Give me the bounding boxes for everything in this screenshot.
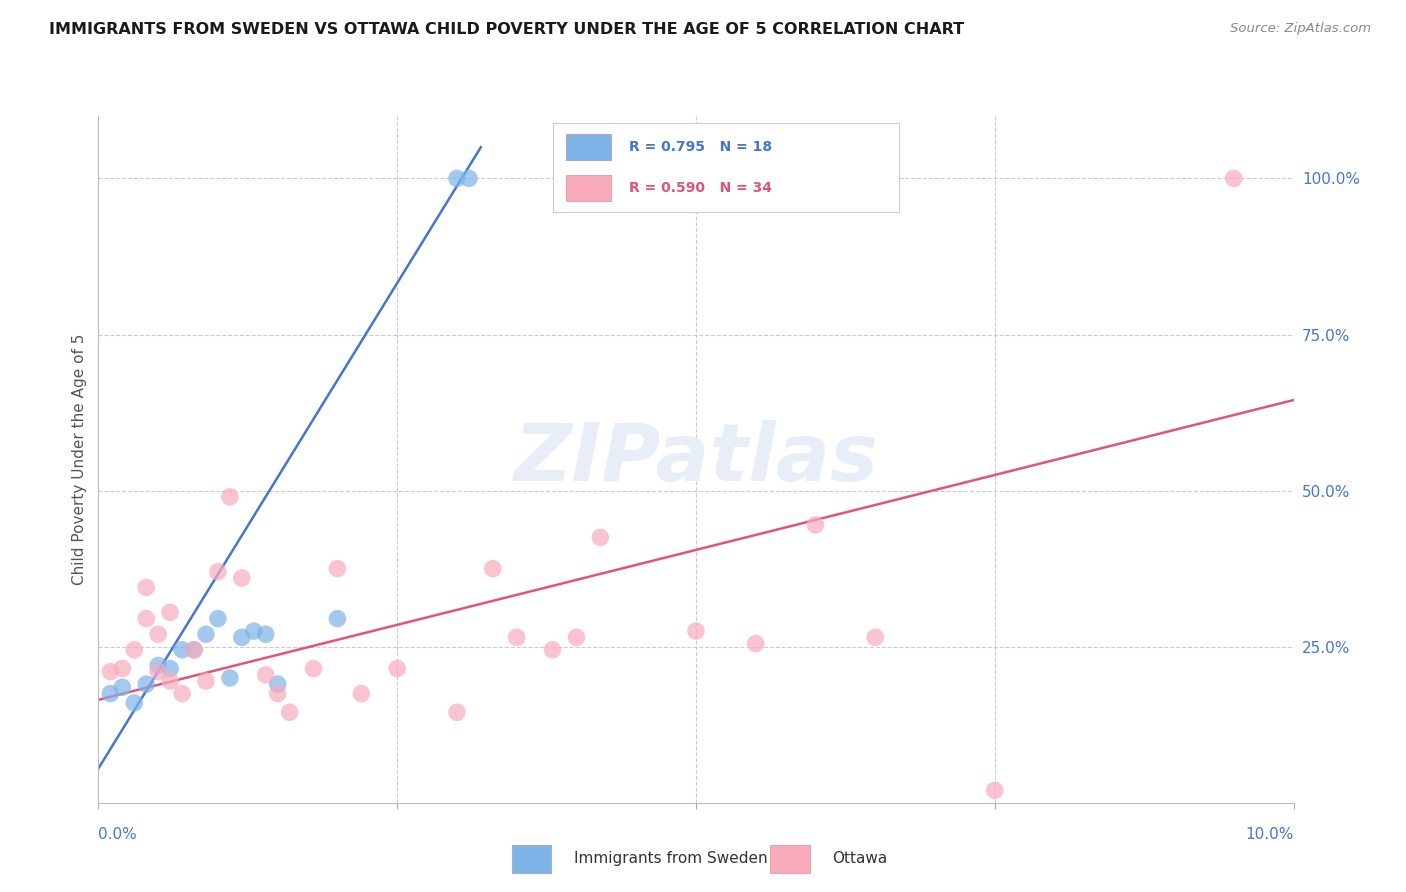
- Point: [172, 643, 194, 657]
- Point: [589, 531, 612, 545]
- Point: [278, 706, 301, 720]
- Point: [865, 631, 887, 645]
- Point: [385, 662, 409, 676]
- Y-axis label: Child Poverty Under the Age of 5: Child Poverty Under the Age of 5: [72, 334, 87, 585]
- Point: [254, 667, 277, 682]
- FancyBboxPatch shape: [770, 845, 810, 872]
- Point: [135, 677, 157, 691]
- Point: [446, 706, 468, 720]
- Point: [541, 643, 564, 657]
- Point: [207, 565, 229, 579]
- Text: Immigrants from Sweden: Immigrants from Sweden: [574, 851, 768, 866]
- Point: [506, 631, 529, 645]
- Text: ZIPatlas: ZIPatlas: [513, 420, 879, 499]
- Point: [243, 624, 266, 639]
- Point: [148, 627, 170, 641]
- Point: [207, 612, 229, 626]
- Point: [326, 612, 349, 626]
- Point: [135, 581, 157, 595]
- Point: [100, 687, 122, 701]
- Point: [135, 612, 157, 626]
- Point: [481, 562, 505, 576]
- Text: 10.0%: 10.0%: [1246, 827, 1294, 841]
- Point: [195, 627, 218, 641]
- Text: IMMIGRANTS FROM SWEDEN VS OTTAWA CHILD POVERTY UNDER THE AGE OF 5 CORRELATION CH: IMMIGRANTS FROM SWEDEN VS OTTAWA CHILD P…: [49, 22, 965, 37]
- Point: [231, 631, 253, 645]
- Point: [458, 171, 481, 186]
- Point: [100, 665, 122, 679]
- Point: [148, 665, 170, 679]
- Point: [111, 662, 134, 676]
- Point: [124, 643, 146, 657]
- Text: Source: ZipAtlas.com: Source: ZipAtlas.com: [1230, 22, 1371, 36]
- Point: [1223, 171, 1246, 186]
- Point: [172, 687, 194, 701]
- Text: 0.0%: 0.0%: [98, 827, 138, 841]
- Point: [302, 662, 325, 676]
- Point: [183, 643, 205, 657]
- Point: [685, 624, 707, 639]
- FancyBboxPatch shape: [512, 845, 551, 872]
- Point: [350, 687, 373, 701]
- Text: Ottawa: Ottawa: [832, 851, 887, 866]
- Point: [254, 627, 277, 641]
- Point: [111, 681, 134, 695]
- Point: [159, 662, 181, 676]
- Point: [159, 674, 181, 689]
- Point: [565, 631, 588, 645]
- Point: [745, 637, 768, 651]
- Point: [195, 674, 218, 689]
- Point: [804, 518, 827, 533]
- Point: [124, 696, 146, 710]
- Point: [219, 490, 242, 504]
- Point: [159, 606, 181, 620]
- Point: [267, 677, 290, 691]
- Point: [326, 562, 349, 576]
- Point: [219, 671, 242, 685]
- Point: [148, 658, 170, 673]
- Point: [446, 171, 468, 186]
- Point: [183, 643, 205, 657]
- Point: [267, 687, 290, 701]
- Point: [984, 783, 1007, 797]
- Point: [231, 571, 253, 585]
